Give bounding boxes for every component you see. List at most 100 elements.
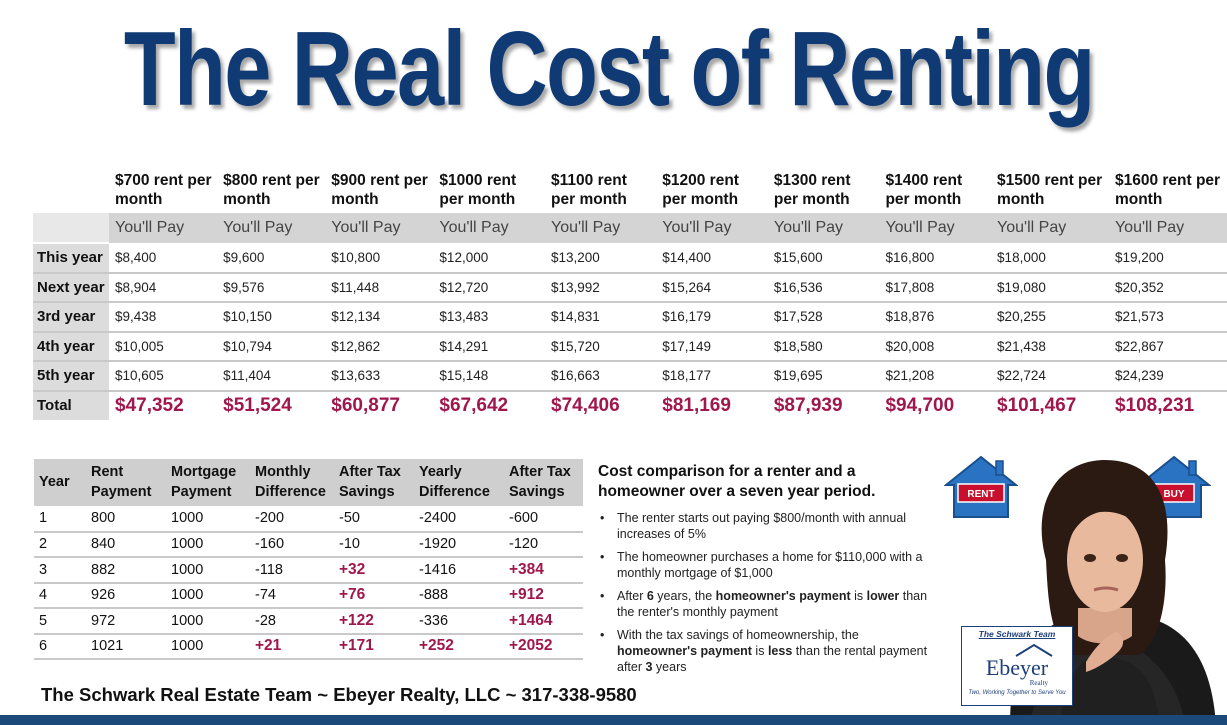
youll-pay-label: You'll Pay bbox=[767, 213, 880, 243]
comparison-bullets: • The renter starts out paying $800/month… bbox=[598, 510, 928, 675]
comparison-notes: Cost comparison for a renter and a homeo… bbox=[598, 462, 928, 682]
table-cell: $17,528 bbox=[767, 302, 880, 333]
table-cell: $18,177 bbox=[656, 361, 768, 392]
page-title: The Real Cost of Renting bbox=[123, 10, 1095, 128]
youll-pay-label: You'll Pay bbox=[1108, 213, 1227, 243]
column-header: Mortgage Payment bbox=[166, 459, 250, 506]
table-cell: -600 bbox=[504, 506, 583, 533]
table-cell: $16,663 bbox=[545, 361, 657, 392]
table-cell: $14,291 bbox=[433, 331, 546, 362]
bullet-dot-icon: • bbox=[600, 589, 605, 603]
table-cell: 4 bbox=[34, 582, 86, 609]
table-cell: $22,867 bbox=[1108, 331, 1227, 362]
total-cell: $74,406 bbox=[551, 395, 620, 416]
table-cell: $10,605 bbox=[109, 361, 218, 392]
table-cell: -10 bbox=[334, 531, 414, 558]
total-cell: $87,939 bbox=[773, 395, 843, 416]
bullet-text: is bbox=[850, 589, 867, 603]
table-cell: $15,264 bbox=[656, 272, 768, 303]
comparison-bullet: • With the tax savings of homeownership, … bbox=[598, 627, 928, 675]
rent-vs-mortgage-table: Year Rent Payment Mortgage Payment Monthly … bbox=[34, 459, 583, 660]
table-cell: $8,904 bbox=[109, 272, 218, 303]
table-cell: $18,876 bbox=[879, 302, 992, 333]
table-cell: $15,148 bbox=[433, 361, 546, 392]
table-row: 6 1021 1000 +21 +171 +252 +2052 bbox=[34, 633, 583, 660]
table-cell: 840 bbox=[86, 531, 166, 558]
total-label: Total bbox=[33, 390, 109, 422]
logo-tagline: Two, Working Together to Serve You bbox=[968, 690, 1066, 696]
table-cell: 5 bbox=[34, 608, 86, 635]
row-label: 4th year bbox=[33, 331, 109, 362]
rent-column-header: $1600 rent per month bbox=[1114, 172, 1221, 208]
table-cell: 1000 bbox=[166, 531, 250, 558]
logo-sub: Realty bbox=[1029, 679, 1048, 687]
table-cell: 1021 bbox=[86, 633, 166, 660]
table-cell: $15,720 bbox=[545, 331, 657, 362]
table-cell: $10,150 bbox=[217, 302, 326, 333]
bullet-text: 3 bbox=[645, 660, 653, 674]
table-cell: -200 bbox=[250, 506, 334, 533]
table-cell: +76 bbox=[334, 582, 414, 609]
table-cell: -888 bbox=[414, 582, 504, 609]
table-cell: 972 bbox=[86, 608, 166, 635]
table-cell: $15,600 bbox=[767, 243, 880, 274]
youll-pay-label: You'll Pay bbox=[545, 213, 657, 243]
table-cell: 3 bbox=[34, 557, 86, 584]
table-cell: 1000 bbox=[166, 582, 250, 609]
table-cell: $17,149 bbox=[656, 331, 768, 362]
table-row: Next year $8,904 $9,576 $11,448 $12,720 $13,9… bbox=[33, 272, 1227, 303]
row-label: This year bbox=[33, 243, 109, 274]
bullet-text: The renter starts out paying $800/month … bbox=[617, 511, 907, 541]
bullet-dot-icon: • bbox=[600, 628, 605, 642]
bullet-dot-icon: • bbox=[600, 511, 605, 525]
rent-column-header: $1500 rent per month bbox=[997, 172, 1103, 208]
table-cell: $11,404 bbox=[217, 361, 326, 392]
comparison-heading: Cost comparison for a renter and a homeo… bbox=[598, 463, 876, 500]
youll-pay-label: You'll Pay bbox=[433, 213, 546, 243]
table-cell: 926 bbox=[86, 582, 166, 609]
row-label: 5th year bbox=[33, 361, 109, 392]
youll-pay-label: You'll Pay bbox=[656, 213, 768, 243]
rent-column-header: $1000 rent per month bbox=[439, 172, 517, 208]
table-cell: +21 bbox=[250, 633, 334, 660]
youll-pay-label: You'll Pay bbox=[991, 213, 1109, 243]
table-cell: $11,448 bbox=[325, 272, 434, 303]
corner-cell bbox=[33, 213, 109, 244]
table-cell: $21,208 bbox=[879, 361, 992, 392]
total-cell: $81,169 bbox=[662, 395, 731, 416]
youll-pay-label: You'll Pay bbox=[109, 213, 218, 243]
table-cell: $14,831 bbox=[545, 302, 657, 333]
table-cell: -118 bbox=[250, 557, 334, 584]
youll-pay-label: You'll Pay bbox=[879, 213, 992, 243]
table-cell: $20,352 bbox=[1108, 272, 1227, 303]
table-cell: 1000 bbox=[166, 557, 250, 584]
table-cell: $9,600 bbox=[217, 243, 326, 274]
table-cell: -50 bbox=[334, 506, 414, 533]
table-cell: $14,400 bbox=[656, 243, 768, 274]
table-cell: $13,633 bbox=[325, 361, 434, 392]
column-header: Monthly Difference bbox=[250, 459, 334, 506]
bullet-text: than the rental payment after bbox=[617, 644, 928, 674]
table-cell: $10,800 bbox=[325, 243, 434, 274]
bullet-text: After bbox=[617, 589, 647, 603]
bullet-text: years, the bbox=[653, 589, 716, 603]
table-cell: $24,239 bbox=[1108, 361, 1227, 392]
column-header: Rent Payment bbox=[86, 459, 166, 506]
table-cell: $10,794 bbox=[217, 331, 326, 362]
table-cell: $18,000 bbox=[991, 243, 1109, 274]
ebeyer-realty-logo: The Schwark Team Ebeyer Realty Two, Work… bbox=[961, 626, 1073, 706]
logo-name: Ebeyer bbox=[985, 655, 1049, 680]
table-cell: $12,000 bbox=[433, 243, 546, 274]
table-row: 4th year $10,005 $10,794 $12,862 $14,291 $15,… bbox=[33, 331, 1227, 362]
logo-team: The Schwark Team bbox=[978, 629, 1056, 639]
rent-sign-label: RENT bbox=[967, 489, 994, 500]
table-cell: $20,008 bbox=[879, 331, 992, 362]
table-cell: -160 bbox=[250, 531, 334, 558]
total-cell: $101,467 bbox=[997, 395, 1077, 416]
bullet-text: lower bbox=[866, 589, 900, 603]
table-row: 5 972 1000 -28 +122 -336 +1464 bbox=[34, 608, 583, 635]
footer-contact: The Schwark Real Estate Team ~ Ebeyer Re… bbox=[41, 684, 637, 705]
table-cell: $19,695 bbox=[767, 361, 880, 392]
total-cell: $51,524 bbox=[223, 395, 292, 416]
table-cell: +171 bbox=[334, 633, 414, 660]
